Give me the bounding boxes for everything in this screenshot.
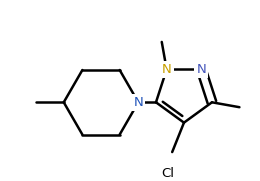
Text: N: N <box>133 96 143 109</box>
Text: N: N <box>196 63 206 76</box>
Text: Cl: Cl <box>161 167 174 180</box>
Text: N: N <box>162 63 172 76</box>
